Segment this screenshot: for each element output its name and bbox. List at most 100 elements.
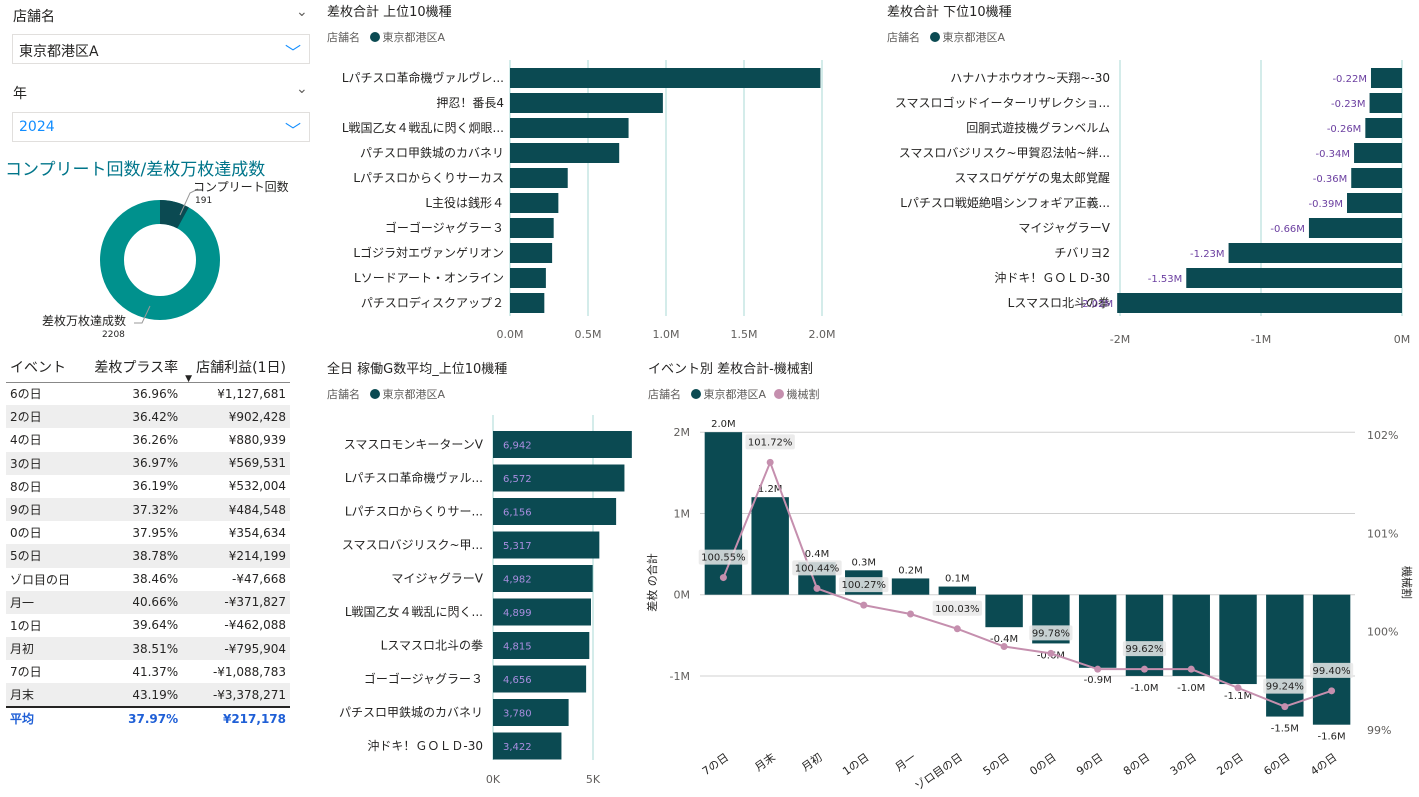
bar[interactable]	[1312, 594, 1351, 725]
bottom10-chart[interactable]: -2M -1M 0M ハナハナホウオウ~天翔~-30 -0.22M スマスロゴッドイーター…	[887, 60, 1417, 350]
bar[interactable]	[1308, 218, 1402, 238]
line-label-bg[interactable]	[792, 560, 842, 576]
bar[interactable]	[510, 93, 663, 113]
donut-label-complete: コンプリート回数	[193, 179, 289, 194]
combo-chart[interactable]: 2M 1M 0M -1M 102% 101% 100% 99% 差枚 の合計 機械割 2.0M 7の日…	[640, 405, 1419, 797]
bar[interactable]	[1228, 243, 1402, 263]
bar[interactable]	[493, 565, 593, 592]
operation-chart[interactable]: 0K 5K スマスロモンキーターンV 6,942 Lパチスロ革命機ヴァル... 6,572…	[327, 415, 647, 795]
top10-chart[interactable]: 0.0M 0.5M 1.0M 1.5M 2.0M Lパチスロ革命機ヴァルヴレ... 押忍！番…	[327, 60, 857, 350]
table-row[interactable]: 7の日 41.37% -¥1,088,783	[6, 660, 290, 683]
bar[interactable]	[704, 432, 743, 595]
year-slicer-label: 年	[13, 86, 27, 102]
bar[interactable]	[493, 498, 617, 525]
bar[interactable]	[510, 118, 629, 138]
bar[interactable]	[891, 578, 930, 595]
line-label-bg[interactable]	[1310, 662, 1354, 678]
table-row[interactable]: ゾロ目の日 38.46% -¥47,668	[6, 568, 290, 591]
bar[interactable]	[510, 168, 568, 188]
bar[interactable]	[985, 594, 1023, 628]
bar[interactable]	[493, 665, 587, 693]
bar[interactable]	[510, 243, 553, 263]
x-tick-label: 7の日	[700, 751, 731, 778]
line-label-bg[interactable]	[745, 434, 795, 450]
line-label-bg[interactable]	[1029, 625, 1073, 641]
line-label-bg[interactable]	[932, 600, 983, 616]
line-point	[860, 601, 868, 609]
table-row[interactable]: 4の日 36.26% ¥880,939	[6, 428, 290, 451]
category-label: Lパチスロ戦姫絶唱シンフォギア正義...	[900, 195, 1110, 210]
category-label: チバリヨ2	[1054, 246, 1110, 260]
line-label-bg[interactable]	[1122, 641, 1167, 657]
bar[interactable]	[1365, 118, 1402, 138]
cell-plus-rate: 38.51%	[80, 637, 183, 661]
bar[interactable]	[1369, 93, 1402, 113]
chevron-down-icon[interactable]: ⌄	[296, 81, 308, 97]
donut-value-10k: 2208	[102, 330, 125, 340]
bar[interactable]	[510, 143, 620, 163]
bar[interactable]	[493, 464, 625, 492]
combo-legend: 店舗名 東京都港区A 機械割	[648, 386, 820, 402]
bar[interactable]	[1117, 293, 1402, 313]
bar[interactable]	[493, 431, 632, 458]
table-row[interactable]: 9の日 37.32% ¥484,548	[6, 497, 290, 522]
category-label: 押忍！番長4	[436, 96, 504, 110]
table-row[interactable]: 月末 43.19% -¥3,378,271	[6, 683, 290, 707]
bar[interactable]	[1172, 594, 1210, 676]
bar[interactable]	[1219, 594, 1257, 685]
bar[interactable]	[1266, 594, 1304, 717]
table-row[interactable]: 0の日 37.95% ¥354,634	[6, 521, 290, 544]
store-dropdown[interactable]: 東京都港区A ﹀	[12, 34, 310, 64]
line-label-bg[interactable]	[839, 577, 889, 593]
chevron-down-icon[interactable]: ⌄	[296, 4, 308, 20]
bar[interactable]	[1351, 168, 1402, 188]
bar[interactable]	[493, 531, 600, 559]
donut-segment-small[interactable]	[160, 200, 189, 229]
table-row[interactable]: 2の日 36.42% ¥902,428	[6, 405, 290, 429]
bar[interactable]	[493, 598, 591, 626]
data-label: 4,656	[503, 675, 532, 686]
data-label: 3,422	[503, 742, 532, 753]
table-row[interactable]: 8の日 36.19% ¥532,004	[6, 475, 290, 498]
table-row[interactable]: 3の日 36.97% ¥569,531	[6, 451, 290, 475]
cell-profit: ¥880,939	[228, 432, 286, 447]
year-dropdown[interactable]: 2024 ﹀	[12, 112, 310, 142]
x-tick-label: 0M	[1394, 333, 1411, 346]
table-row[interactable]: 5の日 38.78% ¥214,199	[6, 544, 290, 568]
bar[interactable]	[510, 193, 559, 213]
header-event[interactable]: イベント	[10, 359, 66, 376]
donut-segment-large[interactable]	[100, 200, 220, 320]
legend-label: 店舗名	[648, 388, 681, 401]
donut-chart[interactable]: コンプリート回数 191 差枚万枚達成数 2208	[30, 175, 320, 345]
line-label-bg[interactable]	[698, 549, 749, 565]
bar[interactable]	[1370, 68, 1402, 88]
legend-item-bar: 東京都港区A	[703, 388, 767, 401]
legend-item: 東京都港区A	[382, 388, 446, 401]
bar[interactable]	[510, 268, 546, 288]
bar[interactable]	[1078, 594, 1117, 668]
bar[interactable]	[493, 732, 562, 760]
table-row[interactable]: 月初 38.51% -¥795,904	[6, 637, 290, 661]
bar[interactable]	[510, 218, 554, 238]
bar[interactable]	[1354, 143, 1402, 163]
bar[interactable]	[493, 632, 590, 659]
header-plus-rate[interactable]: 差枚プラス率	[94, 359, 179, 376]
bar[interactable]	[938, 586, 977, 595]
table-row[interactable]: 6の日 36.96% ¥1,127,681	[6, 382, 290, 405]
x-tick-label: 9の日	[1074, 751, 1105, 778]
table-row[interactable]: 1の日 39.64% -¥462,088	[6, 614, 290, 637]
bar[interactable]	[493, 699, 569, 726]
event-table[interactable]: イベント 差枚プラス率 店舗利益(1日) ▼ 6の日 36.96% ¥1,127,6…	[6, 352, 290, 730]
bar[interactable]	[510, 68, 821, 88]
table-row[interactable]: 月一 40.66% -¥371,827	[6, 590, 290, 614]
category-label: ハナハナホウオウ~天翔~-30	[950, 71, 1110, 85]
bar[interactable]	[1125, 594, 1164, 676]
header-profit[interactable]: 店舗利益(1日) ▼	[182, 352, 290, 384]
line-label-bg[interactable]	[1263, 678, 1307, 694]
bar[interactable]	[751, 497, 789, 595]
bar[interactable]	[1347, 193, 1402, 213]
bar[interactable]	[510, 293, 545, 313]
legend-dot-icon	[690, 389, 701, 399]
bar[interactable]	[1186, 268, 1402, 288]
cell-profit: ¥1,127,681	[217, 386, 286, 401]
